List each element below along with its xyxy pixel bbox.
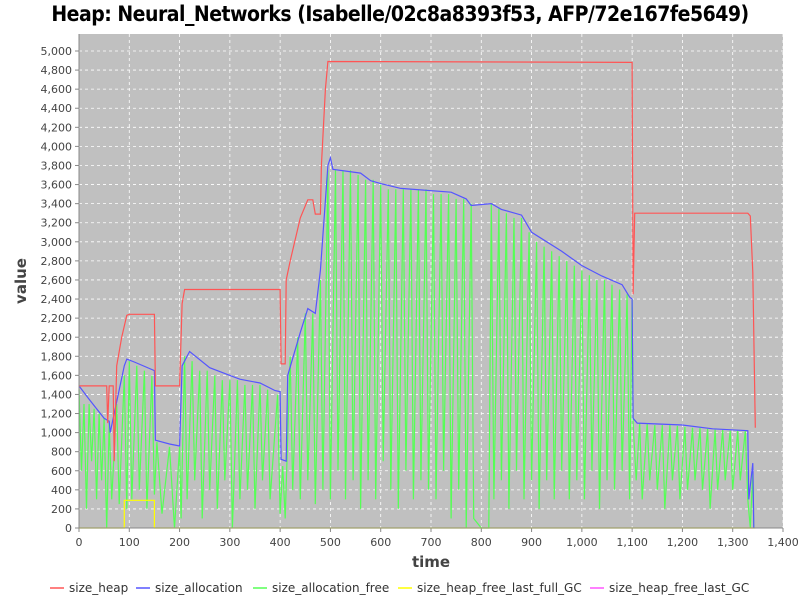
x-tick-label: 200 [169, 536, 190, 549]
x-tick-label: 700 [421, 536, 442, 549]
legend-item: size_heap_free_last_full_GC [398, 581, 582, 595]
y-axis-label: value [12, 258, 30, 304]
legend-item: size_heap [50, 581, 128, 595]
y-tick-label: 3,600 [41, 179, 73, 192]
x-tick-label: 1,300 [717, 536, 749, 549]
y-tick-label: 2,400 [41, 293, 73, 306]
x-tick-label: 0 [76, 536, 83, 549]
y-tick-label: 2,800 [41, 255, 73, 268]
x-axis-label: time [412, 553, 450, 571]
x-tick-label: 600 [370, 536, 391, 549]
x-tick-label: 900 [521, 536, 542, 549]
legend-item: size_heap_free_last_GC [590, 581, 749, 595]
y-tick-label: 1,400 [41, 388, 73, 401]
y-tick-label: 0 [65, 522, 72, 535]
y-tick-label: 1,000 [41, 427, 73, 440]
y-tick-label: 4,800 [41, 64, 73, 77]
y-tick-label: 1,200 [41, 408, 73, 421]
x-tick-label: 1,100 [616, 536, 648, 549]
legend-label: size_allocation_free [272, 581, 389, 595]
legend-item: size_allocation [136, 581, 243, 595]
y-tick-label: 2,200 [41, 312, 73, 325]
legend-item: size_allocation_free [253, 581, 389, 595]
series-line-size-allocation-free [78, 170, 755, 529]
y-tick-label: 3,400 [41, 198, 73, 211]
y-tick-label: 1,800 [41, 350, 73, 363]
y-tick-label: 2,600 [41, 274, 73, 287]
y-tick-label: 400 [51, 484, 72, 497]
y-tick-label: 4,200 [41, 121, 73, 134]
x-tick-label: 300 [219, 536, 240, 549]
x-tick-label: 100 [119, 536, 140, 549]
x-tick-label: 1,400 [767, 536, 799, 549]
y-tick-label: 1,600 [41, 369, 73, 382]
x-tick-label: 400 [270, 536, 291, 549]
x-tick-label: 1,000 [566, 536, 598, 549]
x-tick-label: 1,200 [667, 536, 699, 549]
y-tick-label: 3,000 [41, 236, 73, 249]
legend-label: size_allocation [155, 581, 243, 595]
series-line-size-allocation [78, 155, 755, 529]
x-tick-label: 500 [320, 536, 341, 549]
legend-label: size_heap [69, 581, 128, 595]
chart-title: Heap: Neural_Networks (Isabelle/02c8a839… [51, 2, 749, 26]
y-tick-label: 2,000 [41, 331, 73, 344]
y-tick-label: 800 [51, 446, 72, 459]
y-tick-label: 3,800 [41, 159, 73, 172]
y-tick-label: 600 [51, 465, 72, 478]
y-tick-label: 3,200 [41, 217, 73, 230]
series-line-size-heap [79, 60, 756, 462]
legend-label: size_heap_free_last_full_GC [417, 581, 582, 595]
y-tick-label: 5,000 [41, 45, 73, 58]
y-tick-label: 200 [51, 503, 72, 516]
y-tick-label: 4,600 [41, 83, 73, 96]
y-tick-label: 4,400 [41, 102, 73, 115]
y-tick-label: 4,000 [41, 140, 73, 153]
x-tick-label: 800 [471, 536, 492, 549]
legend-label: size_heap_free_last_GC [609, 581, 749, 595]
